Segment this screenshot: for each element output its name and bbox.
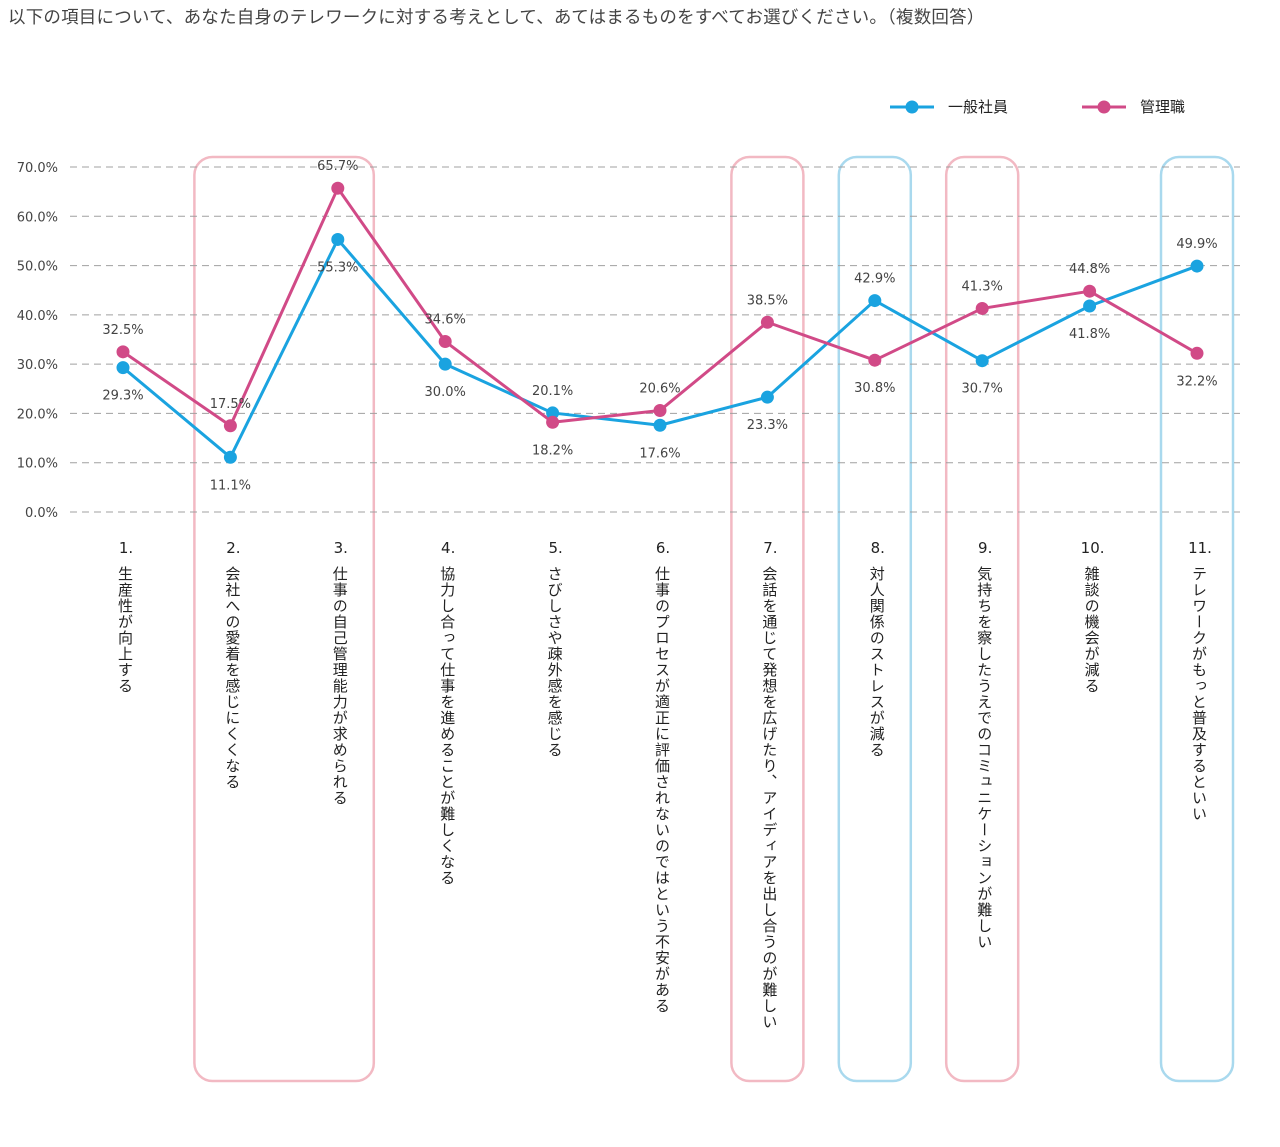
general-point — [1083, 299, 1097, 313]
general-value-label: 20.1% — [532, 384, 573, 399]
general-value-label: 23.3% — [747, 418, 788, 433]
manager-value-label: 65.7% — [317, 159, 358, 174]
manager-value-label: 18.2% — [532, 443, 573, 458]
highlight-boxes — [193, 155, 1235, 1083]
category-number: 11. — [1188, 539, 1212, 557]
manager-value-label: 41.3% — [962, 279, 1003, 294]
manager-point — [331, 181, 345, 195]
y-tick-label: 20.0% — [17, 407, 58, 422]
category-number: 9. — [978, 539, 992, 557]
category-number: 10. — [1081, 539, 1105, 557]
category-number: 7. — [763, 539, 777, 557]
category-labels: 1. 生産性が向上する 2. 会社への愛着を感じにくくなる 3. 仕事の自己管理能力が求め… — [116, 539, 1212, 1030]
category-number: 2. — [226, 539, 240, 557]
y-tick-label: 70.0% — [17, 161, 58, 176]
legend: 一般社員 管理職 — [890, 98, 1185, 116]
y-tick-label: 10.0% — [17, 457, 58, 472]
general-point — [868, 294, 882, 308]
manager-value-label: 34.6% — [425, 312, 466, 327]
general-point — [546, 406, 560, 420]
general-value-label: 29.3% — [102, 389, 143, 404]
category-label: 対人関係のストレスが減る — [868, 566, 886, 758]
general-point — [653, 418, 667, 432]
y-axis-ticks: 0.0% 10.0% 20.0% 30.0% 40.0% 50.0% 60.0% 70.0% — [17, 161, 58, 521]
highlight-box-3 — [944, 155, 1020, 1083]
series-points — [116, 181, 1204, 464]
category-label: 会社への愛着を感じにくくなる — [223, 566, 241, 790]
category-number: 1. — [119, 539, 133, 557]
manager-point — [868, 353, 882, 367]
manager-value-label: 32.2% — [1176, 374, 1217, 389]
category-number: 3. — [334, 539, 348, 557]
category-label: 気持ちを察したうえでのコミュニケーションが難しい — [975, 566, 993, 950]
general-value-label: 11.1% — [210, 478, 251, 493]
manager-point — [653, 403, 667, 417]
general-value-label: 49.9% — [1176, 237, 1217, 252]
manager-value-label: 32.5% — [102, 323, 143, 338]
category-label: テレワークがもっと普及するといい — [1190, 566, 1208, 822]
general-point — [438, 357, 452, 371]
legend-marker-manager — [1097, 100, 1111, 114]
general-point — [223, 450, 237, 464]
general-value-label: 30.7% — [962, 382, 1003, 397]
manager-value-label: 44.8% — [1069, 262, 1110, 277]
gridlines — [70, 166, 1240, 513]
manager-point — [223, 419, 237, 433]
category-label: さびしさや疎外感を感じる — [546, 566, 564, 758]
category-label: 仕事の自己管理能力が求められる — [331, 566, 349, 806]
manager-value-label: 17.5% — [210, 397, 251, 412]
general-point — [975, 354, 989, 368]
manager-point — [760, 315, 774, 329]
category-number: 8. — [871, 539, 885, 557]
general-point — [116, 361, 130, 375]
general-value-label: 55.3% — [317, 260, 358, 275]
legend-label-general: 一般社員 — [948, 98, 1008, 116]
manager-point — [1190, 346, 1204, 360]
general-point — [760, 390, 774, 404]
highlight-box-2 — [837, 155, 913, 1083]
general-point — [1190, 259, 1204, 273]
manager-value-label: 20.6% — [639, 381, 680, 396]
y-tick-label: 30.0% — [17, 358, 58, 373]
category-number: 6. — [656, 539, 670, 557]
general-value-label: 42.9% — [854, 272, 895, 287]
manager-point — [1083, 284, 1097, 298]
category-label: 会話を通じて発想を広げたり、アイディアを出し合うのが難しい — [760, 566, 778, 1030]
data-labels: 29.3% 32.5% 11.1% 17.5% 55.3% 65.7% 30.0% 34.6%… — [102, 159, 1217, 493]
y-tick-label: 50.0% — [17, 260, 58, 275]
highlight-box-1 — [730, 155, 805, 1083]
category-number: 5. — [548, 539, 562, 557]
legend-label-manager: 管理職 — [1140, 98, 1185, 116]
manager-point — [546, 415, 560, 429]
highlight-box-4 — [1159, 155, 1235, 1083]
manager-point — [975, 301, 989, 315]
general-value-label: 30.0% — [425, 385, 466, 400]
general-value-label: 17.6% — [639, 446, 680, 461]
manager-point — [438, 334, 452, 348]
manager-value-label: 38.5% — [747, 293, 788, 308]
category-label: 協力し合って仕事を進めることが難しくなる — [438, 566, 456, 886]
highlight-box-0 — [193, 155, 376, 1083]
general-value-label: 41.8% — [1069, 327, 1110, 342]
chart-title: 以下の項目について、あなた自身のテレワークに対する考えとして、あてはまるものをす… — [8, 8, 985, 28]
legend-marker-general — [905, 100, 919, 114]
y-tick-label: 40.0% — [17, 309, 58, 324]
category-label: 生産性が向上する — [116, 566, 134, 694]
y-tick-label: 0.0% — [25, 506, 58, 521]
manager-point — [116, 345, 130, 359]
category-label: 雑談の機会が減る — [1083, 566, 1101, 694]
manager-value-label: 30.8% — [854, 381, 895, 396]
general-point — [331, 232, 345, 246]
category-label: 仕事のプロセスが適正に評価されないのではという不安がある — [653, 566, 671, 1014]
y-tick-label: 60.0% — [17, 210, 58, 225]
category-number: 4. — [441, 539, 455, 557]
